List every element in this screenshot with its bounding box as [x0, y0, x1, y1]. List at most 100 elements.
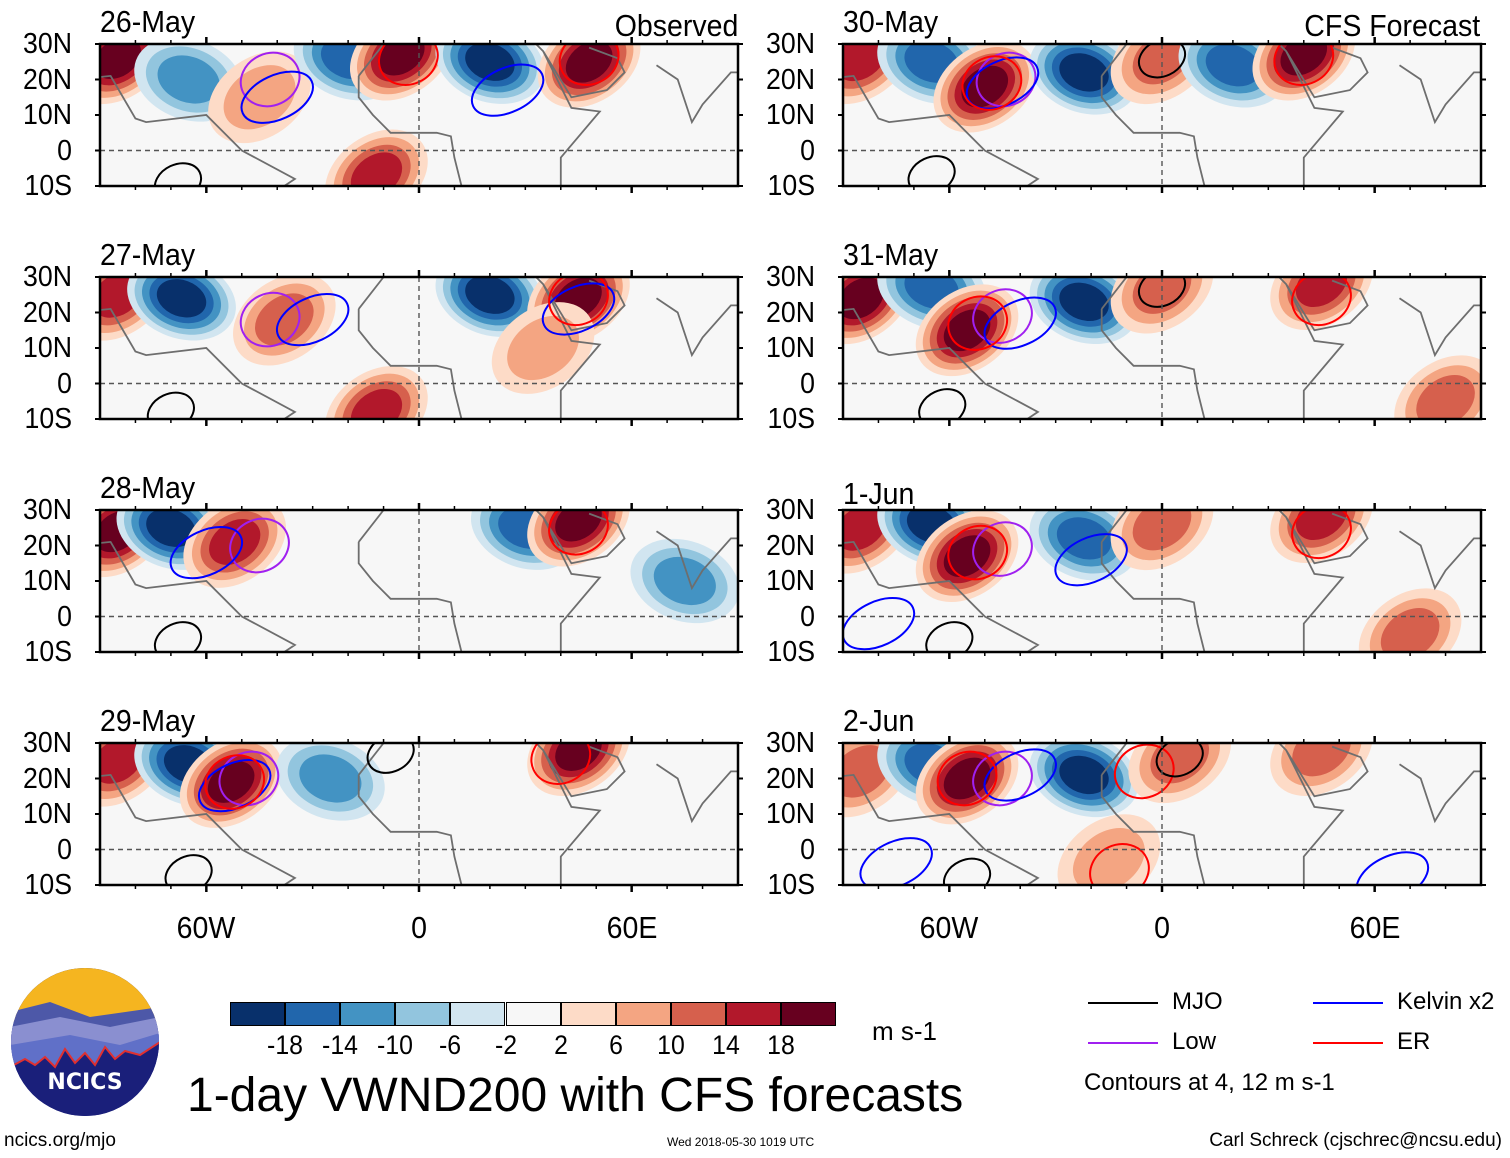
- colorbar-swatch: [560, 1002, 616, 1026]
- panel-date-label: 2-Jun: [843, 703, 915, 738]
- latitude-tick-label: 0: [800, 134, 815, 167]
- latitude-tick-label: 30N: [766, 28, 815, 60]
- map-panel: [838, 503, 1486, 659]
- map-panel: [95, 37, 743, 193]
- latitude-tick-label: 0: [57, 367, 72, 400]
- observed-header: Observed: [614, 8, 738, 43]
- latitude-tick-label: 0: [57, 833, 72, 866]
- latitude-tick-label: 10N: [766, 99, 815, 131]
- anomaly-shading: [943, 757, 991, 800]
- latitude-tick-label: 20N: [766, 63, 815, 96]
- longitude-tick-label: 0: [411, 910, 427, 945]
- contour-kelvin-x2: [859, 837, 933, 885]
- anomaly-shading: [843, 510, 887, 551]
- anomaly-shading: [943, 309, 991, 352]
- anomaly-shading: [961, 65, 1009, 108]
- legend-label: ER: [1397, 1028, 1431, 1055]
- anomaly-shading: [1292, 743, 1351, 777]
- anomaly-shading: [350, 152, 403, 186]
- latitude-tick-label: 10N: [766, 798, 815, 830]
- contour-er: [1291, 510, 1352, 560]
- latitude-tick-label: 10S: [24, 636, 72, 668]
- contour-low: [239, 51, 301, 108]
- contour-er: [961, 55, 1023, 111]
- contour-kelvin-x2: [1355, 851, 1430, 885]
- anomaly-shading: [146, 510, 196, 547]
- coastline: [843, 44, 1481, 186]
- contour-mjo: [1137, 44, 1187, 79]
- legend-line-er: [1313, 1042, 1383, 1044]
- legend-label: MJO: [1172, 988, 1223, 1015]
- latitude-tick-label: 10N: [23, 798, 72, 830]
- colorbar-tick-label: 18: [767, 1030, 795, 1060]
- panel-date-label: 29-May: [100, 703, 196, 738]
- colorbar-tick-label: 2: [553, 1030, 568, 1060]
- timestamp: Wed 2018-05-30 1019 UTC: [667, 1135, 815, 1149]
- site-link[interactable]: ncics.org/mjo: [4, 1130, 116, 1151]
- legend-line-low: [1088, 1042, 1158, 1044]
- colorbar-swatch: [285, 1002, 341, 1026]
- latitude-tick-label: 20N: [766, 529, 815, 562]
- latitude-tick-label: 20N: [766, 762, 815, 795]
- panel-date-label: 27-May: [100, 237, 196, 272]
- colorbar-tick-label: -6: [439, 1030, 462, 1060]
- anomaly-shading: [1059, 282, 1109, 322]
- legend-note: Contours at 4, 12 m s-1: [1084, 1069, 1335, 1096]
- colorbar-swatch: [781, 1002, 837, 1026]
- anomaly-shading: [100, 44, 142, 80]
- latitude-tick-label: 0: [800, 600, 815, 633]
- contour-er: [204, 754, 266, 810]
- latitude-tick-label: 10S: [767, 403, 815, 435]
- latitude-tick-label: 20N: [23, 296, 72, 329]
- latitude-tick-label: 10S: [24, 403, 72, 435]
- map-panel: [838, 270, 1486, 426]
- latitude-tick-label: 10S: [767, 636, 815, 668]
- longitude-tick-label: 60E: [606, 910, 658, 945]
- map-panel: [838, 736, 1486, 892]
- coastline: [100, 277, 738, 419]
- contour-kelvin-x2: [470, 63, 545, 117]
- contour-low: [229, 517, 290, 574]
- coastline: [100, 743, 738, 885]
- contour-er: [1113, 743, 1175, 800]
- longitude-tick-label: 60W: [177, 910, 236, 945]
- legend-label: Low: [1172, 1028, 1217, 1055]
- anomaly-shading: [156, 279, 207, 318]
- contour-mjo: [146, 391, 195, 419]
- colorbar-tick-label: 10: [656, 1030, 685, 1060]
- anomaly-shading: [100, 743, 144, 784]
- anomaly-shading: [1059, 755, 1109, 795]
- legend-line-kelvin-x2: [1313, 1002, 1383, 1004]
- anomaly-shading: [255, 293, 314, 346]
- credit: Carl Schreck (cjschrec@ncsu.edu): [1209, 1130, 1502, 1151]
- map-panel: [95, 503, 743, 659]
- latitude-tick-label: 30N: [23, 28, 72, 60]
- contour-er: [1291, 277, 1352, 327]
- colorbar-swatch: [615, 1002, 671, 1026]
- panel-date-label: 30-May: [843, 4, 939, 39]
- contour-low: [972, 521, 1033, 577]
- coastline: [843, 277, 1481, 419]
- panel-date-label: 31-May: [843, 237, 939, 272]
- latitude-tick-label: 10S: [24, 170, 72, 202]
- anomaly-shading: [843, 44, 887, 82]
- anomaly-shading: [1295, 510, 1348, 541]
- contour-er: [1273, 44, 1335, 86]
- contour-er: [947, 524, 1009, 581]
- contour-er: [947, 295, 1009, 351]
- latitude-tick-label: 10N: [23, 332, 72, 364]
- contour-mjo: [943, 857, 992, 885]
- anomaly-shading: [299, 754, 362, 803]
- contour-er: [558, 44, 620, 86]
- latitude-tick-label: 20N: [23, 63, 72, 96]
- contour-kelvin-x2: [1054, 533, 1128, 587]
- colorbar-tick-label: -14: [322, 1030, 359, 1060]
- latitude-tick-label: 30N: [23, 727, 72, 759]
- colorbar-swatch: [670, 1002, 726, 1026]
- latitude-tick-label: 30N: [23, 261, 72, 293]
- map-panel: [95, 736, 743, 892]
- colorbar-tick-label: -2: [494, 1030, 517, 1060]
- panel-date-label: 1-Jun: [843, 476, 915, 511]
- legend-line-mjo: [1088, 1002, 1158, 1004]
- coastline: [843, 510, 1481, 652]
